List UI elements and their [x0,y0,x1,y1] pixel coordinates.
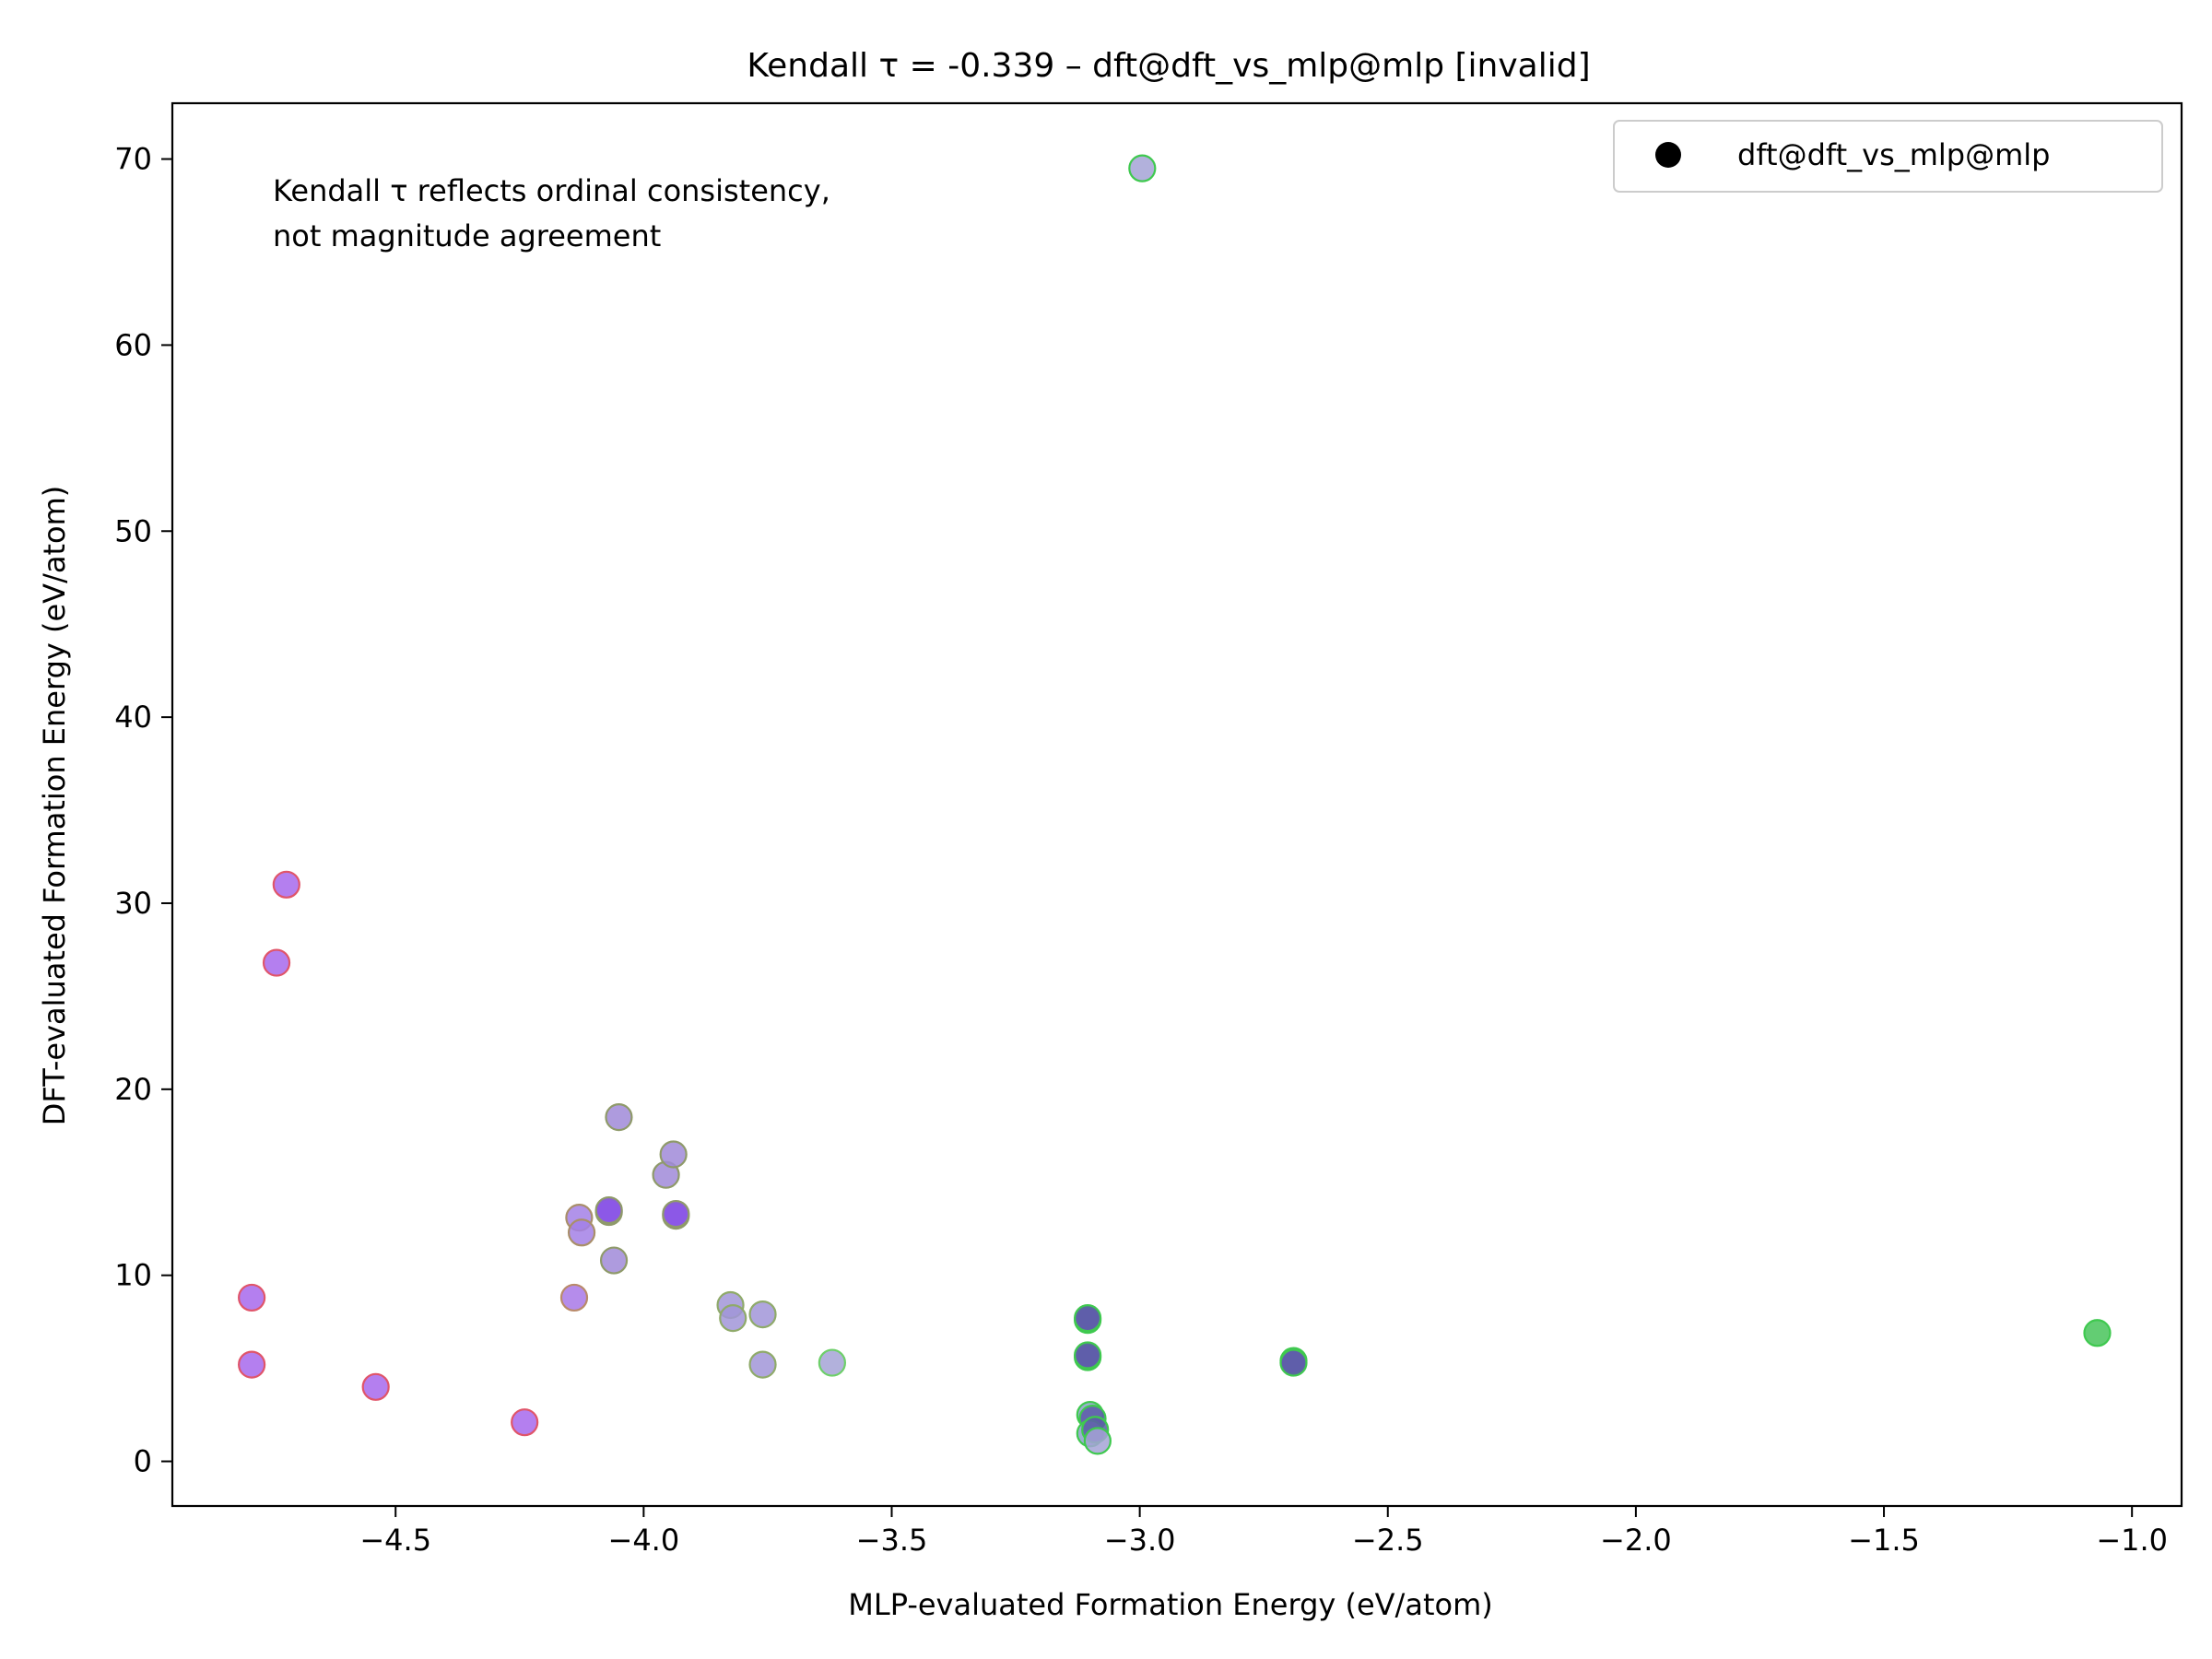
x-tick-label: −4.5 [359,1523,431,1558]
annotation-line-1: Kendall τ reflects ordinal consistency, [273,173,830,208]
x-tick-label: −1.5 [1848,1523,1920,1558]
y-tick-label: 20 [114,1072,152,1107]
plot-area-frame [171,101,2183,1508]
data-point [272,870,300,899]
data-point [1074,1341,1102,1370]
y-axis-label: DFT-evaluated Formation Energy (eV/atom) [37,486,72,1126]
y-tick-label: 70 [114,142,152,177]
data-point [605,1103,633,1132]
legend-marker [1655,142,1681,168]
data-point [1083,1427,1112,1455]
data-point [594,1195,623,1225]
legend: dft@dft_vs_mlp@mlp [1613,120,2163,193]
data-point [238,1283,266,1312]
y-tick-label: 60 [114,327,152,362]
y-tick-label: 30 [114,886,152,921]
x-tick-label: −3.0 [1104,1523,1176,1558]
data-point [719,1304,747,1333]
data-point [238,1350,266,1379]
x-tick-label: −1.0 [2096,1523,2168,1558]
x-axis-ticks: −4.5 −4.0 −3.5 −3.0 −2.5 −2.0 −1.5 −1.0 [359,1506,2168,1558]
data-points [238,154,2112,1455]
data-point [659,1140,688,1169]
y-tick-label: 40 [114,700,152,735]
data-point [599,1246,629,1275]
data-point [748,1300,777,1329]
x-tick-label: −2.5 [1352,1523,1424,1558]
data-point [559,1283,589,1312]
data-point [1279,1348,1308,1377]
data-point [818,1348,847,1377]
x-tick-label: −3.5 [856,1523,928,1558]
data-point [662,1199,690,1229]
data-point [748,1350,777,1379]
legend-frame [1613,120,2163,193]
data-point [1128,154,1157,182]
y-axis-ticks: 0 10 20 30 40 50 60 70 [114,142,172,1479]
data-point [1074,1304,1102,1333]
y-tick-label: 0 [134,1444,152,1479]
x-tick-label: −2.0 [1600,1523,1672,1558]
data-point [262,948,291,977]
data-point [361,1372,390,1401]
data-point [567,1218,596,1247]
data-point [511,1408,539,1437]
legend-entry: dft@dft_vs_mlp@mlp [1737,137,2050,172]
y-tick-label: 10 [114,1258,152,1293]
chart-title: Kendall τ = -0.339 – dft@dft_vs_mlp@mlp … [747,47,1590,85]
x-tick-label: −4.0 [608,1523,680,1558]
y-tick-label: 50 [114,513,152,548]
annotation-line-2: not magnitude agreement [273,218,661,253]
x-axis-label: MLP-evaluated Formation Energy (eV/atom) [848,1587,1492,1622]
data-point [2083,1319,2112,1347]
